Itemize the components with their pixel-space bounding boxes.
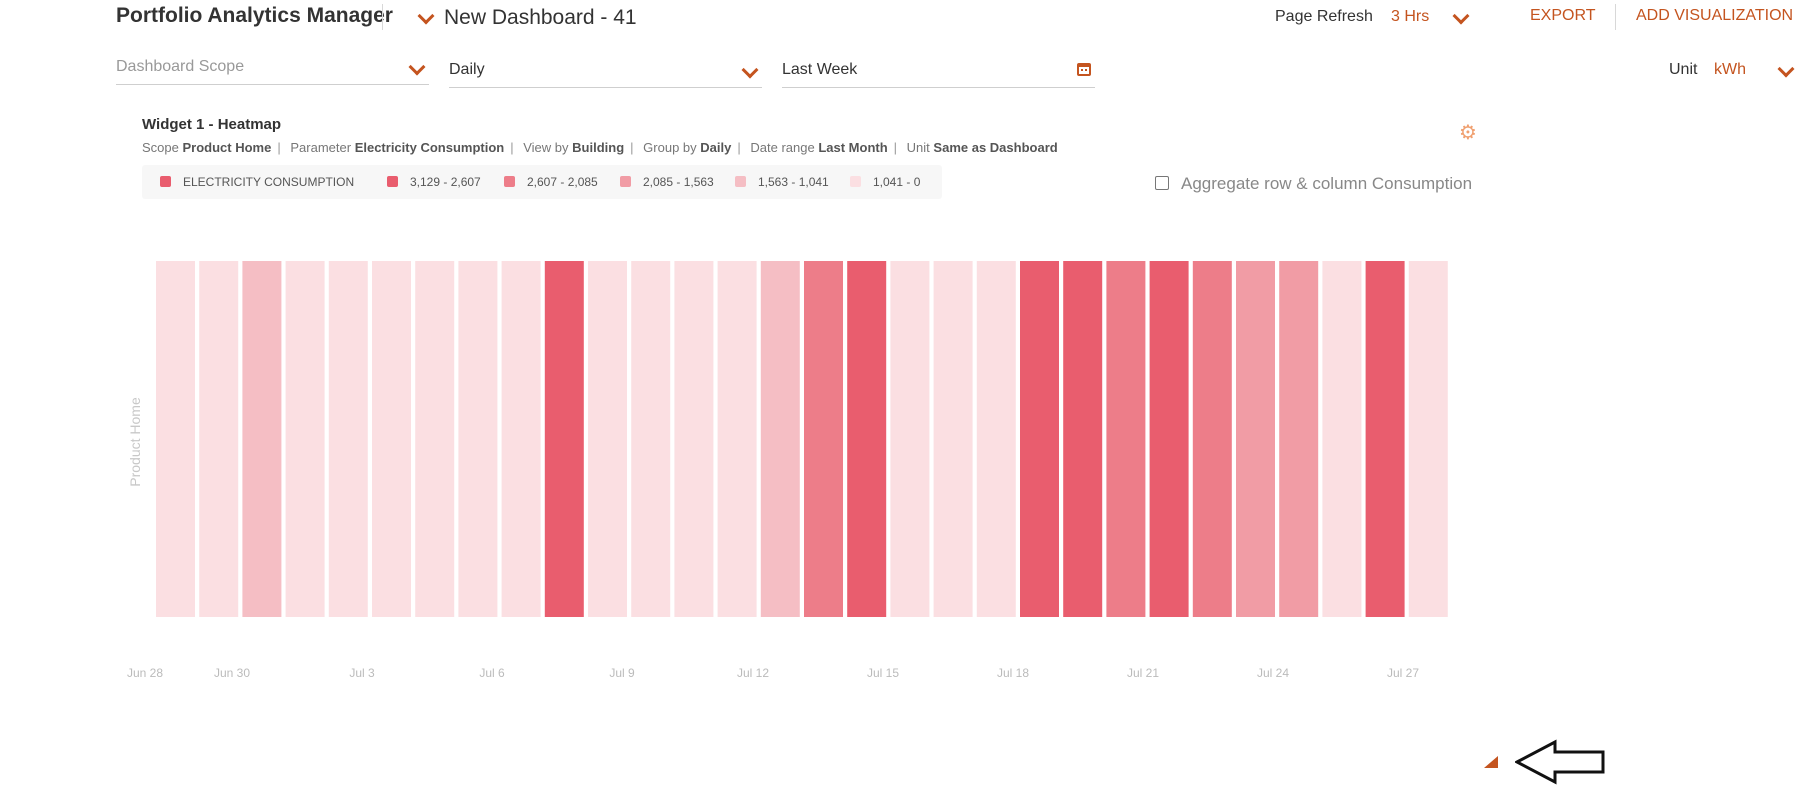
legend-bin-3-swatch (620, 176, 631, 187)
heatmap-cell[interactable] (156, 261, 195, 617)
legend-bin-2-swatch (504, 176, 515, 187)
heatmap-legend: ELECTRICITY CONSUMPTION 3,129 - 2,607 2,… (142, 165, 942, 199)
widget-meta: Scope Product Home | Parameter Electricit… (142, 140, 1058, 155)
legend-bin-1-swatch (387, 176, 398, 187)
heatmap-cell[interactable] (760, 261, 800, 617)
heatmap-cell[interactable] (199, 261, 239, 617)
heatmap-cell[interactable] (847, 261, 887, 617)
toolbar-divider (1615, 4, 1616, 30)
heatmap-cell[interactable] (804, 261, 843, 617)
meta-parameter-value: Electricity Consumption (354, 140, 505, 155)
meta-group-by-value: Daily (700, 140, 732, 155)
legend-bin-4: 1,563 - 1,041 (735, 175, 829, 189)
legend-bin-1-label: 3,129 - 2,607 (410, 175, 481, 189)
calendar-icon[interactable] (1077, 63, 1091, 76)
heatmap-cell[interactable] (674, 261, 714, 617)
heatmap-cell[interactable] (501, 261, 541, 617)
meta-view-by-label: View by (523, 140, 569, 155)
legend-bin-4-label: 1,563 - 1,041 (758, 175, 829, 189)
heatmap-cell[interactable] (1365, 261, 1405, 617)
x-tick-label: Jul 18 (997, 666, 1029, 680)
heatmap-cell[interactable] (285, 261, 325, 617)
legend-bin-1: 3,129 - 2,607 (387, 175, 481, 189)
legend-bin-2: 2,607 - 2,085 (504, 175, 598, 189)
interval-value: Daily (449, 61, 485, 78)
x-tick-label: Jun 28 (127, 666, 163, 680)
title-divider (382, 4, 383, 30)
heatmap-cell[interactable] (1106, 261, 1146, 617)
x-tick-label: Jul 12 (737, 666, 769, 680)
heatmap-cell[interactable] (933, 261, 973, 617)
heatmap-cell[interactable] (631, 261, 671, 617)
meta-unit-label: Unit (906, 140, 930, 155)
heatmap-cell[interactable] (1279, 261, 1319, 617)
add-visualization-button[interactable]: ADD VISUALIZATION (1636, 7, 1794, 24)
meta-scope-label: Scope (142, 140, 179, 155)
app-title: Portfolio Analytics Manager (116, 4, 393, 27)
dashboard-scope-select[interactable]: Dashboard Scope (116, 58, 429, 85)
meta-date-range-value: Last Month (818, 140, 888, 155)
aggregate-checkbox[interactable] (1155, 176, 1169, 190)
date-range-picker[interactable]: Last Week (782, 61, 1095, 88)
dashboard-title[interactable]: New Dashboard - 41 (444, 6, 637, 29)
x-tick-label: Jul 6 (479, 666, 505, 680)
legend-bin-3-label: 2,085 - 1,563 (643, 175, 714, 189)
aggregate-label: Aggregate row & column Consumption (1181, 174, 1473, 193)
heatmap-cell[interactable] (1192, 261, 1232, 617)
x-tick-label: Jul 3 (349, 666, 375, 680)
heatmap-cell[interactable] (976, 261, 1016, 617)
heatmap-cell[interactable] (328, 261, 368, 617)
heatmap-cell[interactable] (1408, 261, 1448, 617)
meta-view-by-value: Building (572, 140, 625, 155)
heatmap-cell[interactable] (588, 261, 627, 617)
heatmap-cell[interactable] (1236, 261, 1275, 617)
heatmap-cell[interactable] (1020, 261, 1059, 617)
heatmap-cell[interactable] (458, 261, 498, 617)
gear-icon[interactable]: ⚙ (1459, 122, 1477, 144)
unit-value[interactable]: kWh (1714, 61, 1746, 78)
x-tick-label: Jul 21 (1127, 666, 1159, 680)
heatmap-cell[interactable] (544, 261, 584, 617)
meta-group-by-label: Group by (643, 140, 697, 155)
date-range-value: Last Week (782, 61, 858, 78)
page-refresh-label: Page Refresh (1275, 8, 1373, 25)
interval-select[interactable]: Daily (449, 61, 762, 88)
legend-bin-5: 1,041 - 0 (850, 175, 920, 189)
heatmap-cell[interactable] (1149, 261, 1189, 617)
legend-bin-3: 2,085 - 1,563 (620, 175, 714, 189)
heatmap-cell[interactable] (372, 261, 411, 617)
meta-parameter-label: Parameter (290, 140, 352, 155)
page-refresh-value[interactable]: 3 Hrs (1391, 8, 1430, 25)
legend-title-item: ELECTRICITY CONSUMPTION (160, 175, 354, 189)
heatmap-cell[interactable] (1063, 261, 1103, 617)
x-tick-label: Jul 9 (609, 666, 635, 680)
heatmap-cell[interactable] (1322, 261, 1362, 617)
legend-title-swatch (160, 176, 171, 187)
heatmap-cell[interactable] (242, 261, 282, 617)
legend-bin-2-label: 2,607 - 2,085 (527, 175, 598, 189)
legend-bin-4-swatch (735, 176, 746, 187)
x-tick-label: Jul 27 (1387, 666, 1419, 680)
legend-bin-5-swatch (850, 176, 861, 187)
legend-bin-5-label: 1,041 - 0 (873, 175, 921, 189)
arrow-left-icon (1515, 739, 1605, 785)
legend-title: ELECTRICITY CONSUMPTION (183, 175, 355, 189)
x-tick-label: Jul 24 (1257, 666, 1289, 680)
meta-date-range-label: Date range (750, 140, 815, 155)
x-tick-label: Jul 15 (867, 666, 899, 680)
heatmap-cell[interactable] (415, 261, 455, 617)
heatmap-cell[interactable] (717, 261, 757, 617)
heatmap-cell[interactable] (890, 261, 930, 617)
dashboard-scope-placeholder: Dashboard Scope (116, 58, 245, 75)
x-tick-label: Jun 30 (214, 666, 250, 680)
resize-handle[interactable] (1484, 756, 1498, 768)
meta-scope-value: Product Home (182, 140, 272, 155)
export-button[interactable]: EXPORT (1530, 7, 1596, 24)
widget-title: Widget 1 - Heatmap (142, 116, 282, 133)
meta-unit-value: Same as Dashboard (933, 140, 1058, 155)
unit-label: Unit (1669, 61, 1698, 78)
